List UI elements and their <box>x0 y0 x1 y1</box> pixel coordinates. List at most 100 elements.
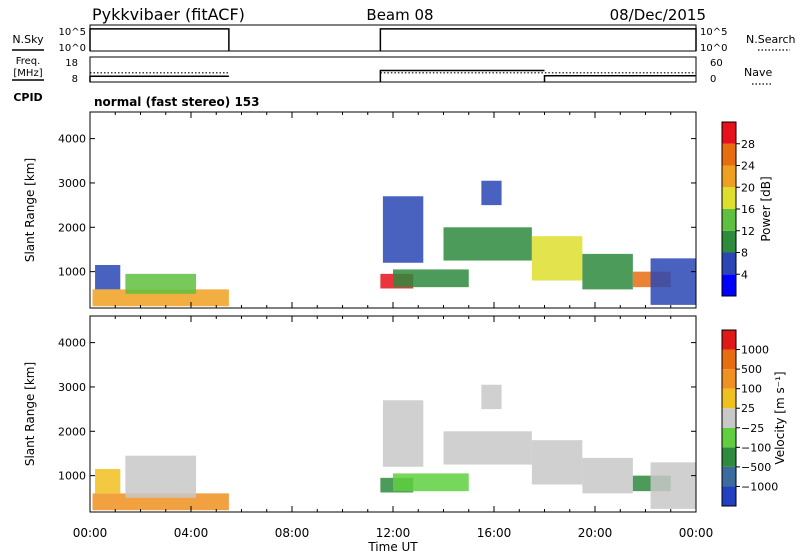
noise-left-tick-top: 10^5 <box>59 27 86 38</box>
freq-frame <box>89 56 697 83</box>
velocity-colorbar: 1000 500 100 25 −25 −100 −500 −1000 Velocity [m… <box>721 329 787 507</box>
velocity-colorbar-box-3 <box>722 427 736 448</box>
power-ylabel: Slant Range [km] <box>23 158 37 262</box>
noise-right-tick-bottom: 10^0 <box>700 43 727 54</box>
nsky-segment-0 <box>89 28 230 51</box>
time-tick-label-3: 12:00 <box>376 526 411 540</box>
velocity-colorbar-frame <box>721 329 737 507</box>
power-region-6 <box>443 227 532 261</box>
velocity-ylabel: Slant Range [km] <box>23 362 37 466</box>
velocity-colorbar-box-8 <box>722 330 736 350</box>
power-colorbar: 4 8 12 16 20 24 28 Power [dB] <box>721 121 773 297</box>
power-region-1 <box>125 273 197 294</box>
time-axis-label: Time UT <box>367 540 418 554</box>
nave-right-tick-bottom: 0 <box>710 74 716 85</box>
power-colorbar-tick-label-4: 20 <box>741 181 755 194</box>
time-tick-label-0: 00:00 <box>73 526 108 540</box>
power-region-4 <box>393 269 469 288</box>
freq-segment-2 <box>543 75 696 82</box>
velocity-region-10 <box>650 462 696 509</box>
power-colorbar-box-6 <box>722 143 736 166</box>
freq-segment-0 <box>89 75 229 82</box>
velocity-colorbar-tick-label-4: −25 <box>741 422 764 435</box>
velocity-colorbar-box-7 <box>722 349 736 370</box>
power-colorbar-tick-label-1: 8 <box>741 247 748 260</box>
date-title: 08/Dec/2015 <box>610 6 706 24</box>
station-title: Pykkvibaer (fitACF) <box>92 5 245 24</box>
beam-title: Beam 08 <box>366 6 433 24</box>
time-tick-label-6: 00:00 <box>679 526 714 540</box>
noise-strip: N.Sky N.Search 10^5 10^0 10^5 10^0 <box>12 24 796 54</box>
freq-label-1: Freq. <box>16 56 41 67</box>
velocity-colorbar-tick-label-3: 25 <box>741 402 755 415</box>
velocity-colorbar-label: Velocity [m s⁻¹] <box>773 371 787 464</box>
power-colorbar-box-0 <box>722 274 736 296</box>
velocity-region-11 <box>481 384 502 410</box>
power-region-11 <box>481 180 502 206</box>
power-colorbar-label: Power [dB] <box>759 176 773 241</box>
velocity-region-2 <box>95 468 121 494</box>
velocity-region-6 <box>443 431 532 465</box>
nsearch-label: N.Search <box>746 33 796 46</box>
power-region-10 <box>650 258 696 305</box>
velocity-colorbar-box-6 <box>722 369 736 389</box>
velocity-ytick-label-0: 1000 <box>58 470 86 483</box>
power-region-8 <box>582 253 633 290</box>
power-colorbar-box-1 <box>722 252 736 275</box>
cpid-value: normal (fast stereo) 153 <box>94 95 260 109</box>
noise-left-tick-bottom: 10^0 <box>59 43 86 54</box>
velocity-ytick-label-1: 2000 <box>58 425 86 438</box>
time-tick-label-2: 08:00 <box>275 526 310 540</box>
velocity-region-5 <box>382 400 424 467</box>
power-ytick-label-1: 2000 <box>58 221 86 234</box>
velocity-colorbar-box-5 <box>722 388 736 409</box>
power-colorbar-box-2 <box>722 230 736 253</box>
time-tick-label-1: 04:00 <box>174 526 209 540</box>
velocity-colorbar-tick-label-0: 1000 <box>741 344 769 357</box>
velocity-panel: 1000 2000 3000 4000 Slant Range [km] 00:00 0… <box>23 315 714 554</box>
power-region-5 <box>382 196 424 263</box>
power-colorbar-tick-label-5: 24 <box>741 160 755 173</box>
cpid-label: CPID <box>13 91 42 104</box>
velocity-colorbar-box-4 <box>722 408 736 428</box>
freq-left-tick-bottom: 8 <box>72 74 78 85</box>
velocity-colorbar-box-1 <box>722 466 736 487</box>
freq-segment-1 <box>379 69 545 82</box>
power-colorbar-tick-label-2: 12 <box>741 225 755 238</box>
velocity-ytick-label-3: 4000 <box>58 337 86 350</box>
velocity-region-4 <box>393 473 469 492</box>
nsky-label: N.Sky <box>12 33 44 46</box>
time-tick-label-4: 16:00 <box>477 526 512 540</box>
power-panel: 1000 2000 3000 4000 Slant Range [km] <box>23 111 697 309</box>
time-tick-label-5: 20:00 <box>578 526 613 540</box>
power-colorbar-tick-label-3: 16 <box>741 203 755 216</box>
power-ytick-label-3: 4000 <box>58 133 86 146</box>
power-region-2 <box>95 264 121 290</box>
velocity-colorbar-tick-label-6: −500 <box>741 461 771 474</box>
freq-left-tick-top: 18 <box>65 58 78 69</box>
power-ytick-label-0: 1000 <box>58 266 86 279</box>
power-colorbar-box-4 <box>722 187 736 209</box>
velocity-colorbar-tick-label-7: −1000 <box>741 480 778 493</box>
velocity-colorbar-tick-label-1: 500 <box>741 363 762 376</box>
freq-strip: Freq. [MHz] Nave 18 8 60 0 <box>12 56 772 85</box>
velocity-region-1 <box>125 455 197 498</box>
power-colorbar-tick-label-6: 28 <box>741 138 755 151</box>
velocity-colorbar-box-0 <box>722 486 736 506</box>
velocity-colorbar-tick-label-2: 100 <box>741 383 762 396</box>
freq-label-2: [MHz] <box>13 68 42 79</box>
noise-right-tick-top: 10^5 <box>700 27 727 38</box>
velocity-colorbar-tick-label-5: −100 <box>741 441 771 454</box>
velocity-region-7 <box>531 440 583 485</box>
power-ytick-label-2: 3000 <box>58 177 86 190</box>
velocity-region-8 <box>582 457 633 494</box>
power-colorbar-box-3 <box>722 209 736 231</box>
nsky-segment-1 <box>379 28 697 51</box>
power-colorbar-tick-label-0: 4 <box>741 268 748 281</box>
nave-right-tick-top: 60 <box>710 58 723 69</box>
nave-label: Nave <box>744 66 772 79</box>
power-colorbar-box-7 <box>722 122 736 144</box>
power-region-7 <box>531 236 583 281</box>
velocity-ytick-label-2: 3000 <box>58 381 86 394</box>
